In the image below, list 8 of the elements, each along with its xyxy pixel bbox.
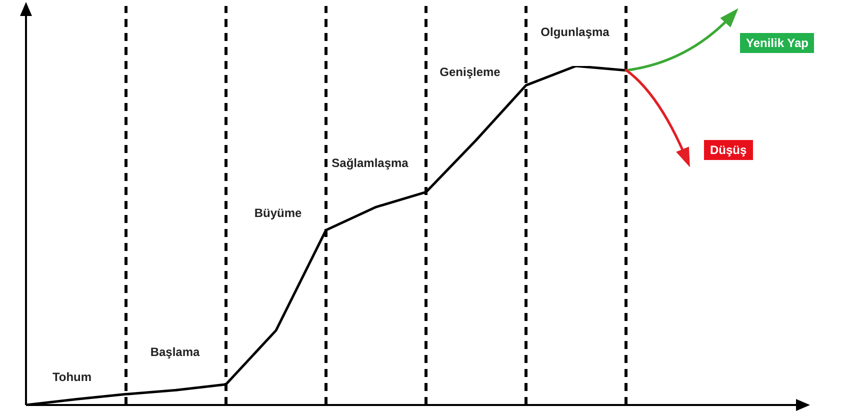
- annotation: Büyüme: [254, 206, 302, 220]
- annotation: Genişleme: [440, 65, 500, 79]
- text: Olgunlaşma: [540, 25, 610, 39]
- annotation: Başlama: [150, 345, 200, 359]
- annotation: Sağlamlaşma: [332, 156, 408, 170]
- text: Yenilik Yap: [740, 33, 814, 53]
- annotation: Düşüş: [704, 140, 753, 160]
- annotation: Tohum: [52, 370, 92, 384]
